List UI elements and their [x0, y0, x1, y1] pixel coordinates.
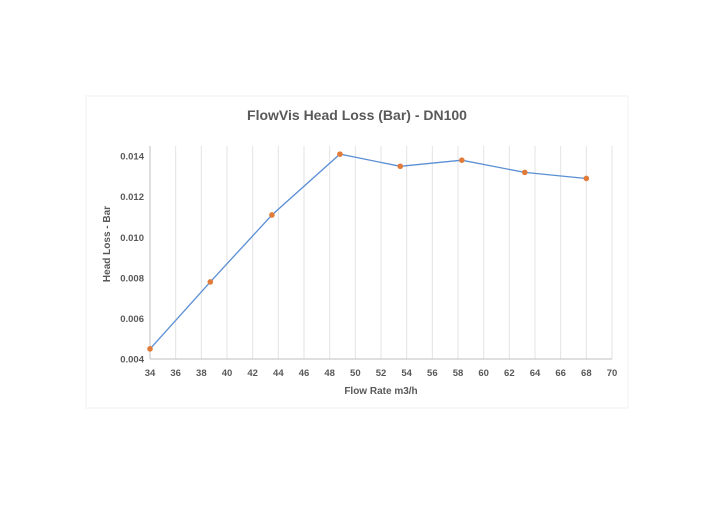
x-tick-label: 46	[299, 368, 310, 379]
data-point	[397, 163, 404, 170]
x-tick-label: 50	[350, 368, 361, 379]
chart-title: FlowVis Head Loss (Bar) - DN100	[247, 107, 467, 123]
x-tick-labels: 34 36 38 40 42 44 46 48 50 52 54 56 58 60 62 64 66 68 70	[145, 368, 618, 379]
x-tick-label: 62	[504, 368, 515, 379]
y-tick-label: 0.006	[120, 314, 144, 325]
x-tick-label: 54	[401, 368, 412, 379]
x-tick-label: 40	[222, 368, 233, 379]
data-point	[269, 212, 275, 218]
data-point	[147, 346, 153, 352]
y-tick-label: 0.004	[120, 355, 144, 366]
x-tick-label: 48	[324, 368, 335, 379]
x-tick-label: 52	[376, 368, 387, 379]
x-tick-label: 60	[478, 368, 489, 379]
x-tick-label: 38	[196, 368, 207, 379]
x-tick-label: 58	[453, 368, 464, 379]
x-tick-label: 56	[427, 368, 438, 379]
x-axis-label: Flow Rate m3/h	[344, 386, 417, 397]
x-tick-label: 64	[530, 368, 541, 379]
data-point	[521, 169, 528, 176]
y-tick-labels: 0.004 0.006 0.008 0.010 0.012 0.014	[120, 152, 144, 366]
series	[147, 151, 590, 352]
x-tick-label: 70	[607, 368, 618, 379]
data-point	[337, 151, 343, 157]
y-tick-label: 0.012	[120, 192, 144, 203]
axes	[149, 146, 612, 360]
chart-area-border	[85, 95, 629, 409]
x-tick-label: 44	[273, 368, 284, 379]
x-tick-label: 34	[145, 368, 156, 379]
y-tick-label: 0.010	[120, 233, 144, 244]
data-point	[207, 279, 214, 285]
x-tick-label: 68	[581, 368, 592, 379]
y-tick-label: 0.014	[120, 152, 144, 163]
grid	[175, 146, 613, 359]
y-tick-label: 0.008	[120, 273, 144, 284]
x-tick-label: 66	[555, 368, 566, 379]
series-line	[149, 153, 587, 350]
x-tick-label: 42	[247, 368, 258, 379]
y-axis-label: Head Loss - Bar	[102, 206, 113, 282]
data-point	[583, 175, 590, 182]
x-tick-label: 36	[170, 368, 181, 379]
data-point	[459, 157, 465, 163]
